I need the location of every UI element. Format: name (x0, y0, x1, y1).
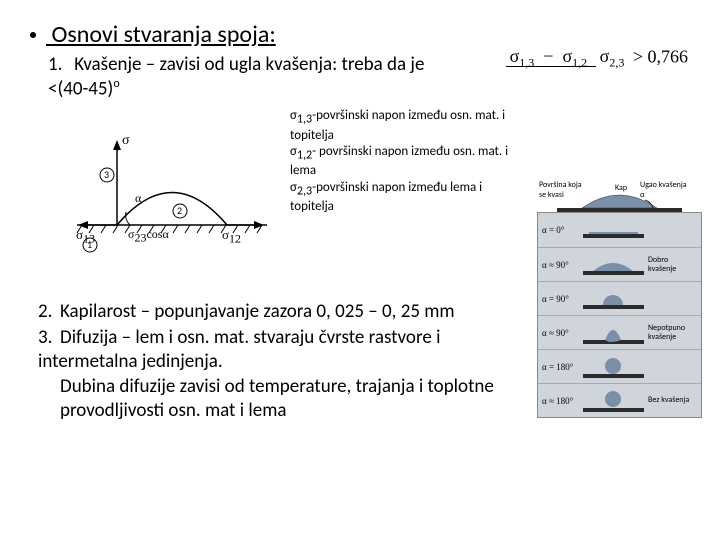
d1-n2: 2 (177, 204, 182, 217)
num-3: 3. (38, 326, 60, 350)
angle-cell: α ≈ 90° (538, 328, 578, 338)
d1-n1: 1 (87, 238, 92, 251)
lower-list: 2.Kapilarost – popunjavanje zazora 0, 02… (38, 300, 528, 425)
wetting-table: α = 0° α ≈ 90° Dobro kvašenje α = 90° α … (537, 212, 702, 418)
angle-cell: α = 90° (538, 294, 578, 304)
label-cell: Bez kvašenja (648, 396, 698, 405)
bullet-icon (30, 32, 36, 38)
kap-label: Kap (615, 183, 627, 193)
d1-alpha: α (135, 191, 141, 206)
denominator: σ2,3 (596, 46, 629, 66)
table-row: α = 180° (538, 349, 701, 383)
formula-rhs: > 0,766 (633, 46, 688, 66)
table-row: α = 90° (538, 281, 701, 315)
list-item-1: 1. Kvašenje – zavisi od ugla kvašenja: t… (48, 53, 448, 101)
label-cell: Nepotpuno kvašenje (648, 324, 698, 342)
list-item-3: 3.Difuzija – lem i osn. mat. stvaraju čv… (38, 326, 528, 374)
surface-tension-diagram: σ α σ13 σ23cosα σ12 1 2 3 (72, 125, 272, 255)
numerator: σ1,3 − σ1,2 (506, 46, 596, 67)
pic-cell (578, 287, 648, 311)
list-item-2: 2.Kapilarost – popunjavanje zazora 0, 02… (38, 300, 528, 324)
item3-text2: Dubina difuzije zavisi od temperature, t… (60, 375, 494, 422)
pic-cell (578, 320, 648, 346)
fraction: σ1,3 − σ1,2 σ2,3 (506, 46, 629, 71)
item2-text: Kapilarost – popunjavanje zazora 0, 025 … (60, 300, 455, 323)
pic-cell (578, 354, 648, 380)
pic-cell (578, 220, 648, 240)
d1-sigma: σ (122, 133, 130, 149)
table-row: α = 0° (538, 213, 701, 247)
d1-s12: σ12 (222, 227, 241, 247)
d1-n3: 3 (104, 168, 109, 181)
formula: σ1,3 − σ1,2 σ2,3 > 0,766 (506, 46, 688, 71)
d1-s23cos: σ23cosα (128, 227, 169, 245)
sdef-3: σ2,3-površinski napon između lema i topi… (290, 180, 520, 216)
angle-cell: α = 180° (538, 362, 578, 372)
table-row: α ≈ 90° Dobro kvašenje (538, 247, 701, 281)
label-cell: Dobro kvašenje (648, 256, 698, 274)
pic-cell (578, 388, 648, 414)
table-row: α ≈ 180° Bez kvašenja (538, 383, 701, 417)
pic-cell (578, 253, 648, 277)
diagram1-svg (72, 125, 272, 255)
table-row: α ≈ 90° Nepotpuno kvašenje (538, 315, 701, 349)
angle-cell: α ≈ 180° (538, 396, 578, 406)
title-text: Osnovi stvaranja spoja (51, 20, 269, 49)
angle-cell: α = 0° (538, 225, 578, 235)
angle-cell: α ≈ 90° (538, 260, 578, 270)
num-1: 1. (48, 53, 70, 77)
d1-s13: σ13 (76, 227, 95, 247)
list-item-3b: Dubina difuzije zavisi od temperature, t… (38, 375, 528, 423)
sdef-1: σ1,3-površinski napon između osn. mat. i… (290, 108, 520, 144)
sigma-definitions: σ1,3-površinski napon između osn. mat. i… (290, 108, 520, 216)
num-2: 2. (38, 300, 60, 324)
item1-text: Kvašenje – zavisi od ugla kvašenja: treb… (48, 53, 424, 100)
item1-sup: o (113, 77, 119, 91)
wetting-top-illustration: Površina koja se kvasi Ugao kvašenjaα Ka… (537, 180, 702, 215)
item3-text: Difuzija – lem i osn. mat. stvaraju čvrs… (38, 326, 440, 373)
sdef-2: σ1,2- površinski napon između osn. mat. … (290, 144, 520, 180)
page-title: Osnovi stvaranja spoja: (30, 20, 690, 49)
